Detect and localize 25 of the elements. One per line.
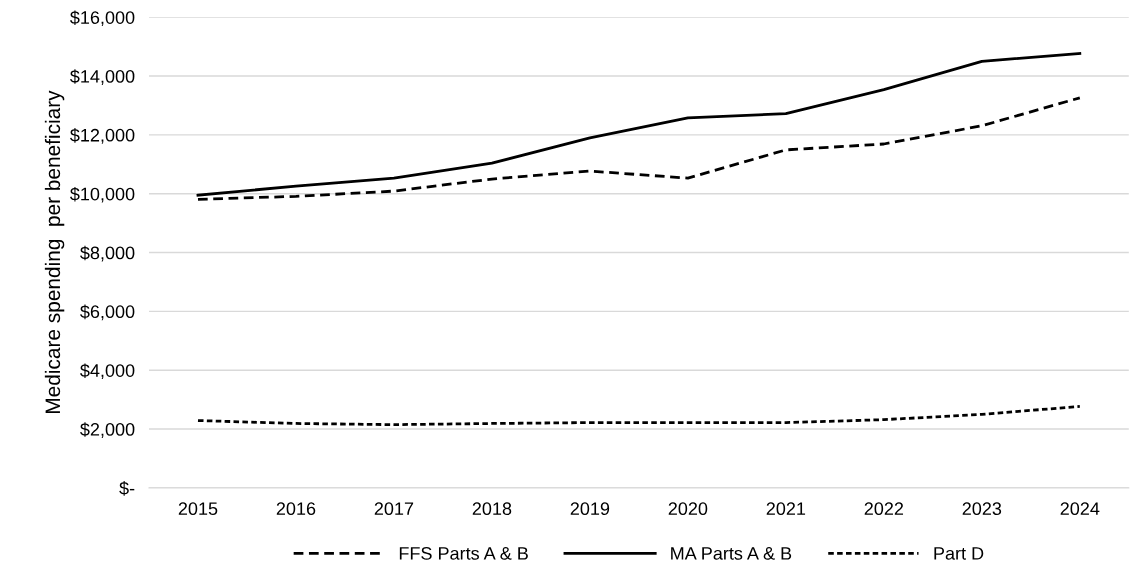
y-tick-label: $2,000 [80,422,135,438]
legend-label: MA Parts A & B [671,547,792,560]
y-axis-title: Medicare spending per beneficiary [44,90,65,413]
x-tick-label: 2022 [864,502,904,516]
legend-label: FFS Parts A & B [399,546,528,560]
y-tick-label: $16,000 [70,10,135,27]
x-tick-label: 2023 [962,502,1002,516]
line-series [196,405,1082,427]
x-tick-label: 2016 [276,502,316,516]
x-tick-label: 2021 [766,502,806,516]
x-tick-label: 2015 [178,502,218,516]
y-tick-label: $14,000 [70,69,135,85]
legend-label: Part D [934,547,984,560]
y-tick-label: $10,000 [70,186,135,203]
line-series [196,52,1082,197]
x-tick-label: 2024 [1060,502,1100,516]
x-tick-label: 2019 [570,502,610,516]
y-tick-label: $12,000 [70,128,135,144]
x-tick-label: 2017 [374,502,414,516]
y-tick-label: $- [119,481,135,496]
x-tick-label: 2018 [472,502,512,516]
y-tick-label: $4,000 [80,363,135,380]
y-tick-label: $8,000 [80,245,135,262]
x-tick-label: 2020 [668,502,708,516]
y-tick-label: $6,000 [80,304,135,321]
